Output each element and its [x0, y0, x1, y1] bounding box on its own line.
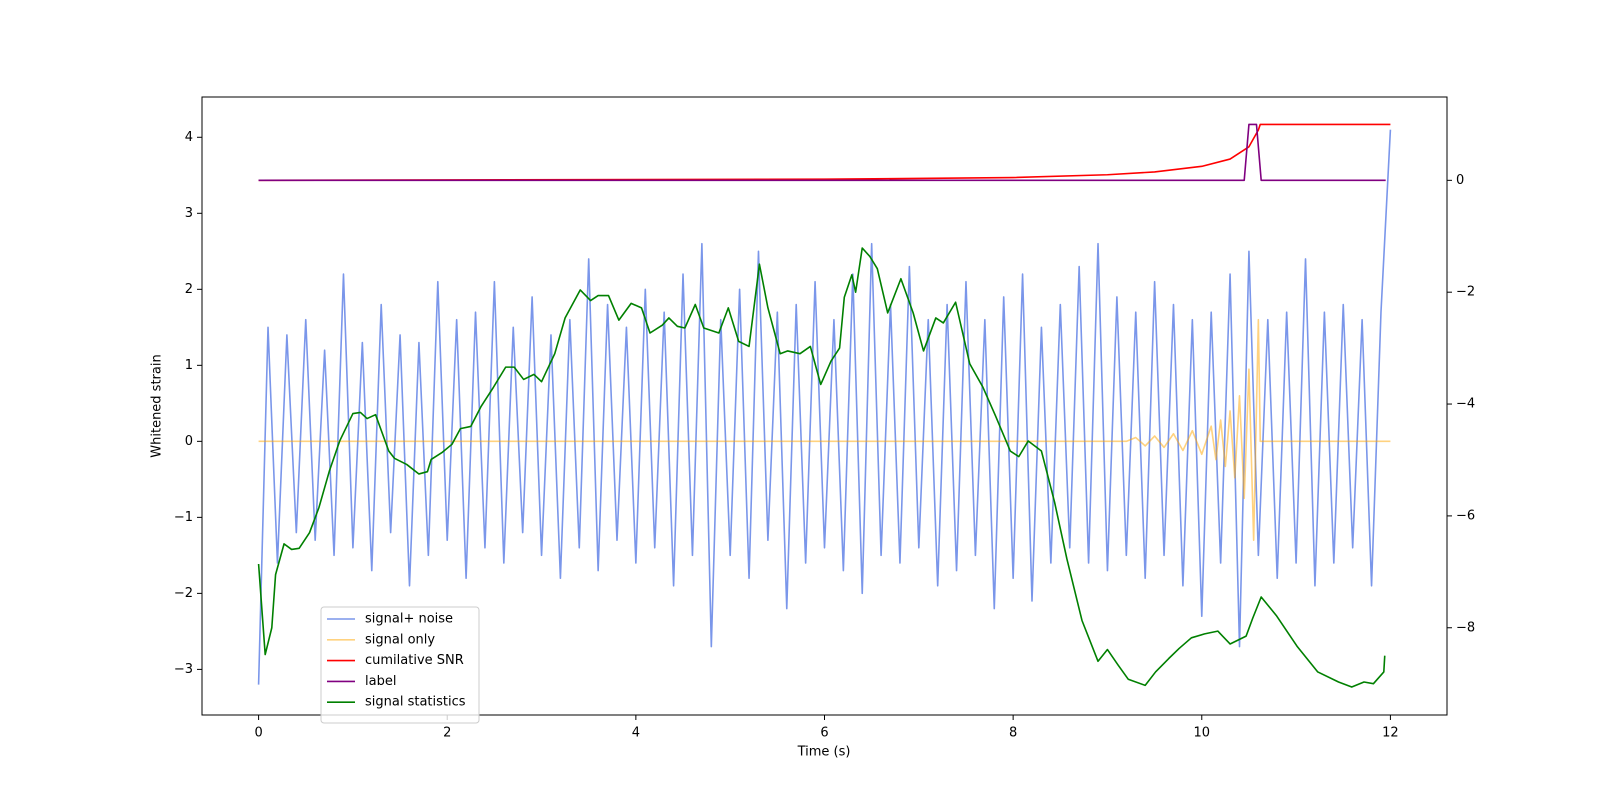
y2-tick-label: −8 — [1456, 620, 1475, 635]
y-tick-label: 4 — [185, 130, 193, 145]
y2-tick-label: −6 — [1456, 508, 1475, 523]
y2-tick-label: 0 — [1456, 173, 1464, 188]
series-line — [258, 123, 1391, 182]
y-tick-label: 1 — [185, 358, 193, 373]
series-line — [258, 123, 1386, 182]
y-axis-label: Whitened strain — [150, 354, 165, 457]
y-tick-label: 3 — [185, 206, 193, 221]
series-line — [257, 129, 1392, 685]
x-tick-label: 8 — [1009, 726, 1017, 741]
legend-box — [320, 606, 480, 724]
legend-label: label — [365, 674, 396, 689]
y-tick-label: 0 — [185, 434, 193, 449]
x-tick-label: 2 — [443, 726, 451, 741]
x-tick-label: 6 — [820, 726, 828, 741]
x-tick-label: 4 — [632, 726, 640, 741]
legend-label: signal only — [365, 632, 435, 647]
y2-tick-label: −4 — [1456, 397, 1475, 412]
y-tick-label: −3 — [174, 662, 193, 677]
y-tick-label: −1 — [174, 510, 193, 525]
series-line — [257, 247, 1386, 688]
x-axis-label: Time (s) — [797, 745, 851, 760]
legend-label: signal statistics — [365, 695, 466, 710]
y-tick-label: −2 — [174, 586, 193, 601]
x-tick-label: 0 — [254, 726, 262, 741]
legend-label: cumilative SNR — [365, 653, 464, 668]
x-tick-label: 10 — [1193, 726, 1210, 741]
plot-frame — [201, 96, 1448, 716]
y2-tick-label: −2 — [1456, 285, 1475, 300]
x-tick-label: 12 — [1382, 726, 1399, 741]
y-tick-label: 2 — [185, 282, 193, 297]
legend-label: signal+ noise — [365, 612, 453, 627]
series-line — [258, 318, 1391, 541]
